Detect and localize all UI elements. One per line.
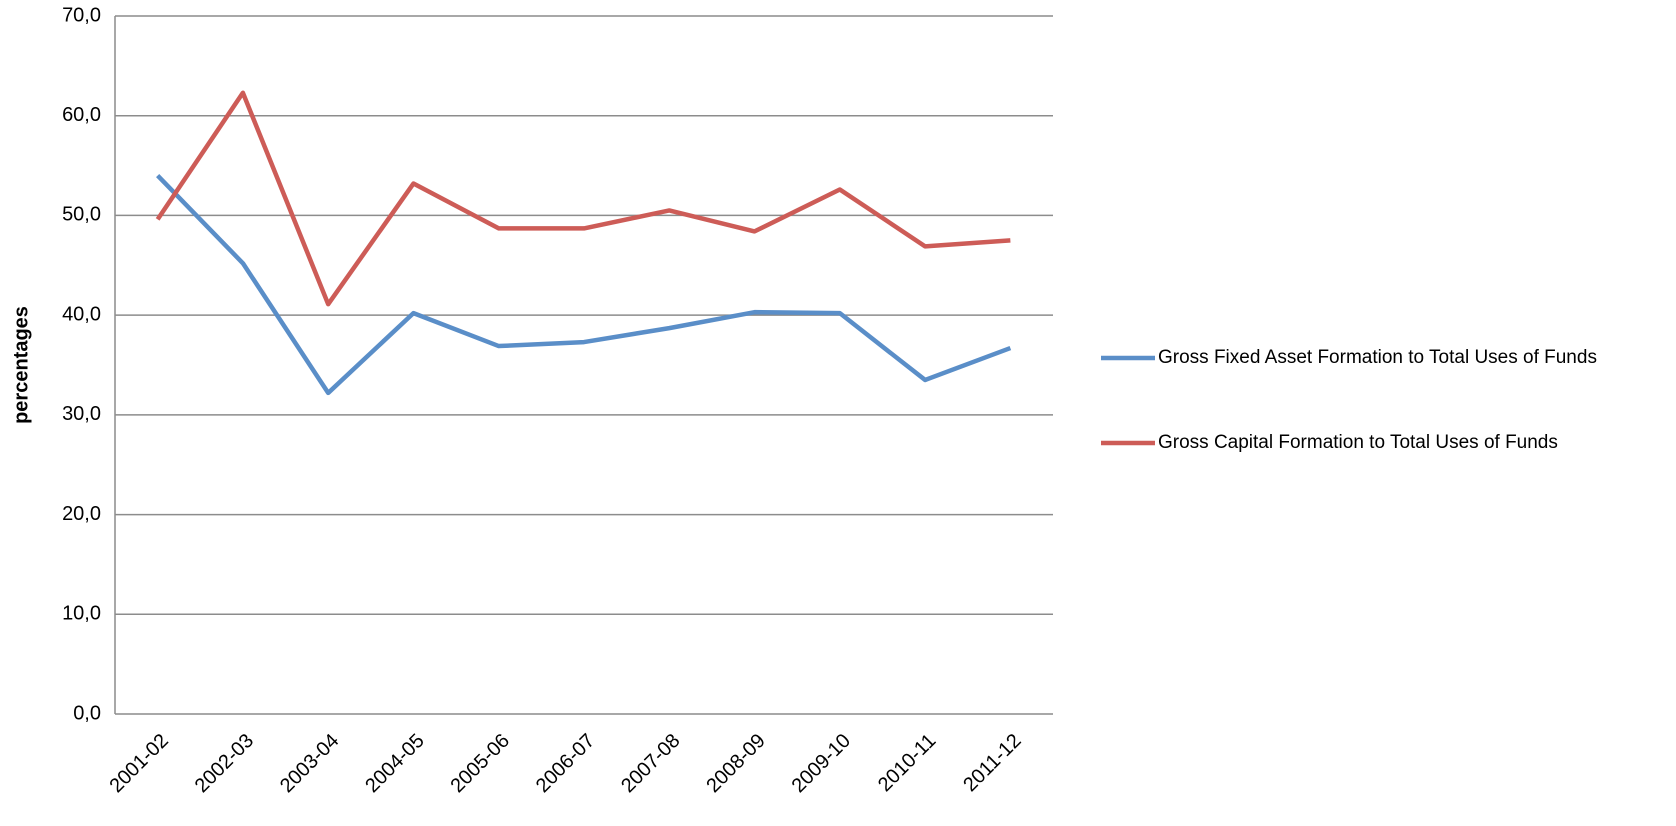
x-tick-label: 2001-02 xyxy=(105,730,172,797)
legend-label: Gross Fixed Asset Formation to Total Use… xyxy=(1158,347,1597,368)
x-tick-label: 2002-03 xyxy=(191,730,258,797)
y-tick-label: 30,0 xyxy=(62,403,101,425)
x-tick-label: 2011-12 xyxy=(959,730,1025,796)
legend-label: Gross Capital Formation to Total Uses of… xyxy=(1158,432,1558,453)
y-tick-label: 40,0 xyxy=(62,303,101,325)
y-axis-title: percentages xyxy=(10,306,32,424)
series-line xyxy=(156,173,1012,396)
x-tick-label: 2007-08 xyxy=(617,730,684,797)
y-tick-label: 50,0 xyxy=(62,204,101,226)
y-tick-label: 60,0 xyxy=(62,104,101,126)
x-tick-label: 2004-05 xyxy=(361,730,428,797)
x-tick-label: 2008-09 xyxy=(702,730,769,797)
x-tick-label: 2009-10 xyxy=(788,730,855,797)
y-tick-label: 70,0 xyxy=(62,4,101,26)
series-line xyxy=(155,90,1011,307)
x-tick-label: 2003-04 xyxy=(276,730,343,797)
y-tick-label: 10,0 xyxy=(62,603,101,625)
y-tick-label: 20,0 xyxy=(62,503,101,525)
y-tick-label: 0,0 xyxy=(73,702,101,724)
x-tick-label: 2005-06 xyxy=(447,730,514,797)
x-tick-label: 2006-07 xyxy=(532,730,599,797)
x-tick-label: 2010-11 xyxy=(874,730,940,796)
